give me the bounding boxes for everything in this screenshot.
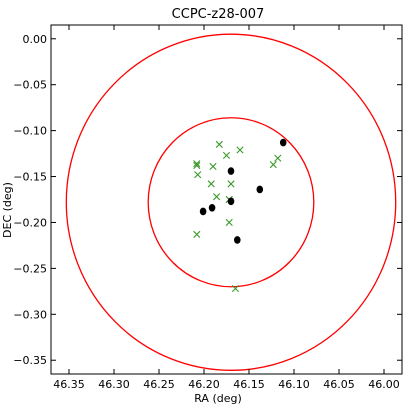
dot-marker (256, 185, 264, 194)
cross-marker (227, 180, 235, 188)
x-tick-label: 46.20 (188, 378, 220, 391)
x-axis-label: RA (deg) (194, 392, 242, 405)
cross-marker (209, 162, 217, 171)
x-tick-label: 46.35 (53, 378, 85, 391)
dot-marker (227, 167, 235, 175)
plot-frame (50, 24, 403, 375)
cross-marker (269, 161, 277, 169)
inner-radius-circle (147, 117, 315, 288)
x-tick-label: 46.05 (323, 378, 355, 391)
cross-marker (194, 171, 202, 179)
cross-marker (225, 218, 233, 227)
y-tick-label: −0.25 (13, 262, 47, 275)
y-tick-label: −0.15 (13, 171, 47, 184)
cross-marker (222, 151, 231, 160)
plot-area (50, 24, 403, 375)
chart-title: CCPC-z28-007 (172, 7, 265, 22)
x-tick-label: 46.30 (98, 378, 130, 391)
y-tick-label: 0.00 (23, 33, 48, 46)
dot-marker (279, 138, 287, 147)
plot-content (65, 33, 397, 371)
axis-ticks: 46.35 46.30 46.25 46.20 46.15 46.10 46.05 46.00… (13, 25, 402, 391)
y-tick-label: −0.20 (13, 216, 47, 229)
y-tick-label: −0.05 (13, 79, 47, 92)
cross-marker (193, 161, 201, 170)
dot-marker (234, 236, 241, 244)
cross-marker (193, 160, 201, 168)
y-tick-label: −0.35 (13, 354, 47, 367)
cross-marker (213, 193, 221, 201)
dot-marker (208, 203, 216, 212)
y-axis-label: DEC (deg) (1, 182, 14, 238)
cross-marker (236, 146, 244, 154)
cross-marker (274, 154, 282, 162)
x-tick-label: 46.25 (143, 378, 175, 391)
y-tick-label: −0.30 (13, 308, 47, 321)
cross-marker (207, 180, 215, 188)
cross-marker (231, 284, 240, 293)
x-tick-label: 46.00 (368, 378, 400, 391)
dot-marker (227, 197, 235, 206)
x-tick-label: 46.10 (278, 378, 310, 391)
cross-marker (193, 230, 201, 238)
cross-marker (215, 140, 223, 148)
outer-radius-circle (65, 33, 397, 371)
y-tick-label: −0.10 (13, 125, 47, 138)
x-tick-label: 46.15 (233, 378, 265, 391)
dot-marker (199, 207, 207, 216)
